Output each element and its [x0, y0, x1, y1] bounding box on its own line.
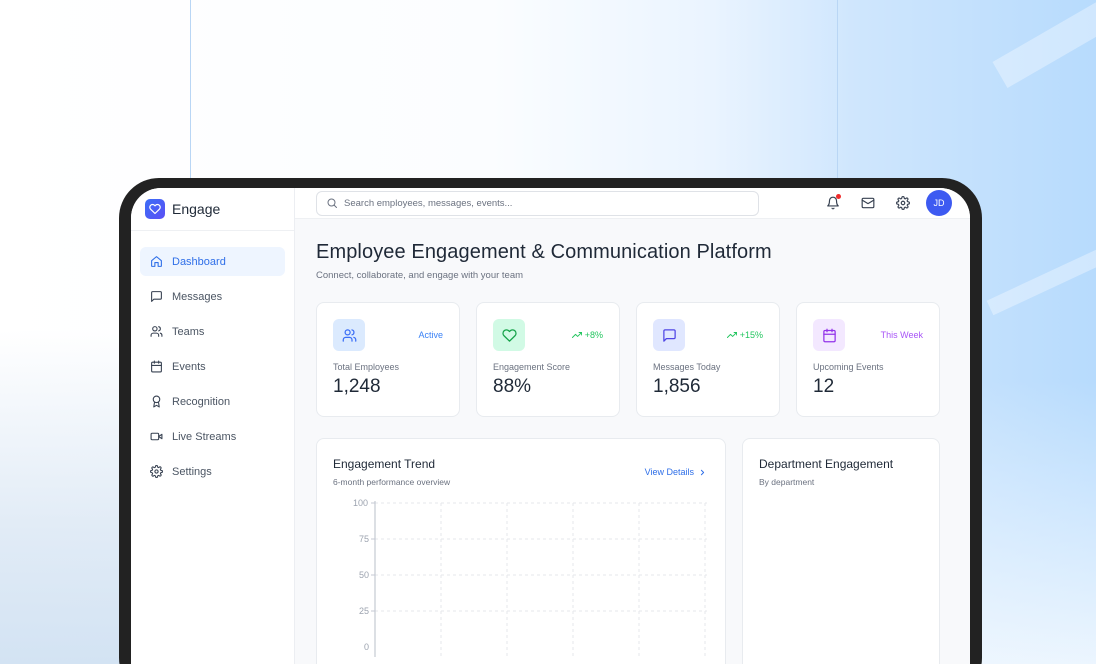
background-ray — [986, 216, 1096, 316]
stat-card-total-employees[interactable]: Active Total Employees 1,248 — [316, 302, 460, 417]
sidebar-item-label: Messages — [172, 290, 223, 303]
search-input[interactable] — [344, 197, 744, 209]
card-title: Engagement Trend — [333, 457, 436, 471]
sidebar-item-dashboard[interactable]: Dashboard — [140, 247, 285, 276]
sidebar-item-label: Live Streams — [172, 430, 237, 443]
sidebar-item-live-streams[interactable]: Live Streams — [140, 422, 285, 451]
trending-up-icon — [571, 332, 582, 338]
topbar: JD — [295, 188, 970, 219]
mail-icon — [861, 197, 875, 209]
department-engagement-card: Department Engagement By department — [742, 438, 940, 664]
link-label: View Details — [644, 467, 694, 477]
stats-row: Active Total Employees 1,248 +8% — [316, 302, 940, 417]
brand[interactable]: Engage — [131, 188, 294, 231]
card-subtitle: By department — [759, 477, 815, 487]
y-tick-label: 100 — [353, 498, 369, 508]
sidebar: Engage Dashboard Messages Teams Events — [131, 188, 295, 664]
view-details-link[interactable]: View Details — [645, 467, 707, 477]
trending-up-icon — [726, 332, 737, 338]
search-icon — [327, 198, 337, 208]
calendar-icon — [150, 360, 163, 373]
users-icon — [333, 319, 365, 351]
page-title: Employee Engagement & Communication Plat… — [316, 241, 772, 263]
calendar-icon — [813, 319, 845, 351]
status-badge: Active — [418, 330, 443, 340]
sidebar-item-label: Teams — [172, 325, 205, 338]
stat-card-messages-today[interactable]: +15% Messages Today 1,856 — [636, 302, 780, 417]
settings-button[interactable] — [895, 195, 911, 211]
avatar[interactable]: JD — [926, 190, 952, 216]
stat-value: 88% — [493, 376, 532, 397]
background-line — [837, 0, 838, 180]
engagement-trend-card: Engagement Trend 6-month performance ove… — [316, 438, 726, 664]
device-frame: Engage Dashboard Messages Teams Events — [119, 178, 982, 664]
message-icon — [653, 319, 685, 351]
app-name: Engage — [172, 201, 221, 217]
top-actions: JD — [806, 190, 952, 216]
background-ray — [992, 0, 1096, 88]
app-screen: Engage Dashboard Messages Teams Events — [131, 188, 970, 664]
sidebar-item-messages[interactable]: Messages — [140, 282, 285, 311]
period-badge: This Week — [880, 330, 923, 340]
sidebar-item-label: Recognition — [172, 395, 231, 408]
background-line — [190, 0, 191, 180]
search-box[interactable] — [316, 190, 759, 216]
chevron-right-icon — [700, 469, 705, 475]
stat-card-upcoming-events[interactable]: This Week Upcoming Events 12 — [796, 302, 940, 417]
stat-label: Upcoming Events — [813, 362, 884, 372]
main-area: JD Employee Engagement & Communication P… — [295, 188, 970, 664]
trend-badge: +15% — [726, 330, 763, 340]
home-icon — [150, 255, 163, 268]
dashboard-content: Employee Engagement & Communication Plat… — [295, 219, 970, 664]
gear-icon — [896, 196, 910, 210]
message-icon — [150, 290, 163, 303]
card-title: Department Engagement — [759, 457, 894, 471]
stat-value: 12 — [813, 376, 835, 397]
trend-badge: +8% — [571, 330, 603, 340]
sidebar-item-teams[interactable]: Teams — [140, 317, 285, 346]
heart-icon — [493, 319, 525, 351]
card-subtitle: 6-month performance overview — [333, 477, 451, 487]
stat-label: Engagement Score — [493, 362, 571, 372]
notification-dot — [836, 194, 841, 199]
stat-value: 1,856 — [653, 376, 701, 397]
line-chart — [371, 501, 707, 657]
sidebar-nav: Dashboard Messages Teams Events Recognit… — [131, 231, 294, 492]
trend-value: +15% — [739, 330, 763, 340]
gear-icon — [150, 465, 163, 478]
sidebar-item-label: Settings — [172, 465, 212, 478]
page-subtitle: Connect, collaborate, and engage with yo… — [316, 270, 524, 281]
charts-row: Engagement Trend 6-month performance ove… — [316, 438, 940, 664]
video-icon — [150, 430, 163, 443]
y-tick-label: 50 — [359, 570, 370, 580]
sidebar-item-label: Dashboard — [172, 255, 226, 268]
stat-label: Messages Today — [653, 362, 721, 372]
heart-logo-icon — [145, 199, 165, 219]
sidebar-item-label: Events — [172, 360, 206, 373]
stat-label: Total Employees — [333, 362, 400, 372]
sidebar-item-settings[interactable]: Settings — [140, 457, 285, 486]
engagement-trend-chart: 100 75 50 25 0 — [333, 497, 709, 657]
bell-icon — [827, 196, 839, 210]
y-tick-label: 75 — [359, 534, 370, 544]
users-icon — [150, 325, 163, 338]
stat-value: 1,248 — [333, 376, 381, 397]
award-icon — [150, 395, 163, 408]
stat-card-engagement-score[interactable]: +8% Engagement Score 88% — [476, 302, 620, 417]
sidebar-item-events[interactable]: Events — [140, 352, 285, 381]
y-tick-label: 0 — [364, 642, 370, 652]
mail-button[interactable] — [860, 195, 876, 211]
y-tick-label: 25 — [359, 606, 370, 616]
trend-value: +8% — [584, 330, 603, 340]
notifications-button[interactable] — [825, 194, 841, 211]
sidebar-item-recognition[interactable]: Recognition — [140, 387, 285, 416]
